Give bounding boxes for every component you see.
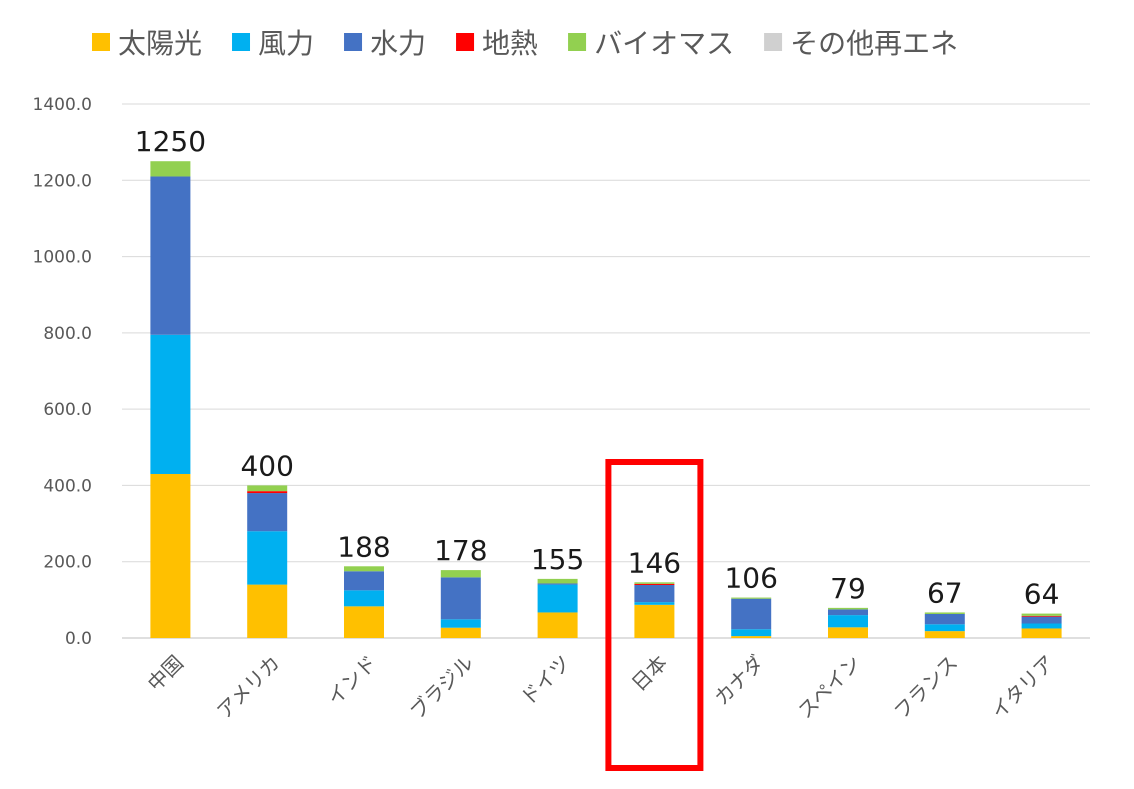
x-tick-label-9: イタリア [986, 651, 1059, 724]
bar-segment-9-0 [1021, 628, 1062, 638]
x-tick-label-3: ブラジル [405, 651, 478, 724]
x-tick-label-7: スペイン [793, 651, 866, 724]
x-tick-label-8: フランス [889, 651, 962, 724]
legend-swatch-4 [568, 33, 587, 51]
bar-segment-3-2 [440, 577, 481, 620]
x-tick-label-5: 日本 [627, 651, 672, 696]
bar-segment-3-4 [440, 570, 481, 578]
bars [150, 161, 1062, 638]
y-tick-label-7: 1400.0 [33, 95, 92, 115]
total-label-1: 400 [240, 449, 293, 482]
total-label-4: 155 [531, 543, 584, 576]
bar-segment-0-4 [150, 161, 191, 177]
bar-segment-0-1 [150, 334, 191, 474]
bar-segment-1-4 [247, 485, 288, 492]
bar-segment-5-1 [634, 602, 675, 605]
bar-segment-1-1 [247, 531, 288, 585]
bar-segment-2-0 [344, 606, 384, 638]
y-tick-label-6: 1200.0 [33, 171, 92, 191]
y-tick-label-3: 600.0 [43, 400, 92, 420]
bar-segment-2-4 [344, 566, 384, 572]
y-tick-label-0: 0.0 [65, 629, 92, 649]
highlight-rectangle [605, 459, 704, 771]
legend-label-1: 風力 [258, 27, 314, 60]
bar-segment-3-1 [440, 619, 481, 628]
total-label-2: 188 [337, 530, 390, 563]
bar-segment-6-0 [731, 636, 772, 638]
legend-swatch-1 [232, 33, 251, 51]
bar-segment-6-4 [731, 597, 772, 599]
bar-segment-8-0 [924, 631, 965, 638]
bar-segment-6-2 [731, 598, 772, 630]
bar-segment-1-2 [247, 493, 288, 532]
total-label-7: 79 [830, 572, 866, 605]
legend-swatch-0 [92, 33, 110, 51]
bar-segment-4-4 [537, 578, 578, 584]
total-labels: 1250 400 188 178 155 146 106 79 67 64 [135, 125, 1060, 610]
y-axis: 0.0 200.0 400.0 600.0 800.0 1000.0 1200.0 1400.… [33, 95, 92, 649]
total-label-9: 64 [1024, 578, 1060, 611]
bar-segment-9-2 [1021, 616, 1062, 624]
total-label-6: 106 [724, 562, 777, 595]
x-tick-label-6: カナダ [709, 651, 768, 710]
legend-swatch-2 [344, 33, 363, 51]
bar-segment-2-2 [344, 571, 384, 591]
y-tick-label-1: 200.0 [43, 553, 92, 573]
bar-segment-9-1 [1021, 623, 1062, 629]
bar-segment-5-4 [634, 582, 675, 584]
bar-segment-3-0 [440, 627, 481, 638]
y-tick-label-2: 400.0 [43, 476, 92, 496]
legend-label-4: バイオマス [594, 27, 734, 60]
bar-segment-0-0 [150, 473, 191, 638]
bar-segment-8-2 [924, 613, 965, 625]
bar-segment-4-1 [537, 584, 578, 613]
bar-segment-4-0 [537, 612, 578, 638]
bar-segment-7-2 [828, 609, 868, 616]
legend-swatch-5 [764, 33, 783, 51]
y-tick-label-4: 800.0 [43, 324, 92, 344]
bar-segment-7-0 [828, 627, 868, 638]
total-label-8: 67 [927, 576, 963, 609]
legend-label-2: 水力 [370, 27, 426, 60]
bar-segment-5-0 [634, 604, 675, 638]
y-tick-label-5: 1000.0 [33, 248, 92, 268]
bar-segment-7-4 [828, 607, 868, 610]
bar-segment-4-2 [537, 583, 578, 585]
bar-segment-8-1 [924, 624, 965, 632]
bar-segment-5-3 [634, 583, 675, 585]
legend: 太陽光 風力 水力 地熱 バイオマス その他再エネ [92, 27, 958, 60]
x-tick-label-4: ドイツ [516, 651, 575, 710]
legend-swatch-3 [456, 33, 475, 51]
total-label-5: 146 [628, 546, 681, 579]
bar-segment-1-0 [247, 584, 288, 638]
bar-segment-9-4 [1021, 613, 1062, 616]
legend-label-5: その他再エネ [790, 27, 958, 60]
bar-segment-8-4 [924, 612, 965, 614]
bar-segment-6-1 [731, 629, 772, 637]
x-tick-label-0: 中国 [143, 651, 188, 696]
x-tick-label-2: インド [322, 651, 381, 710]
x-axis: 中国 アメリカ インド ブラジル ドイツ 日本 カナダ スペイン フランス イタリア [143, 651, 1059, 724]
x-tick-label-1: アメリカ [212, 651, 285, 724]
bar-segment-7-1 [828, 615, 868, 628]
total-label-3: 178 [434, 534, 487, 567]
legend-label-0: 太陽光 [118, 27, 202, 60]
bar-segment-5-2 [634, 584, 675, 603]
bar-segment-9-3 [1021, 615, 1062, 617]
bar-segment-2-1 [344, 590, 384, 607]
bar-segment-1-3 [247, 491, 288, 494]
legend-label-3: 地熱 [482, 27, 538, 60]
highlight-box [605, 459, 704, 771]
total-label-0: 1250 [135, 125, 206, 158]
bar-segment-0-2 [150, 176, 191, 335]
